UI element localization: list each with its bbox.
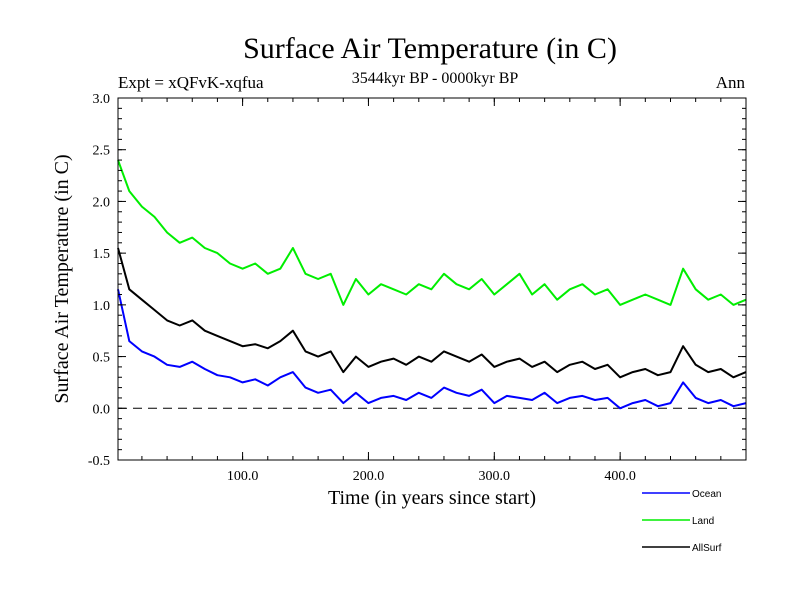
x-tick-label: 100.0 [227, 469, 259, 484]
y-tick-label: 3.0 [93, 92, 111, 107]
x-tick-label: 200.0 [353, 469, 385, 484]
season-label: Ann [716, 73, 746, 92]
y-tick-label: 1.5 [93, 247, 111, 262]
experiment-label: Expt = xQFvK-xqfua [118, 73, 264, 92]
x-axis-label: Time (in years since start) [328, 487, 536, 509]
legend-label-allsurf: AllSurf [692, 543, 722, 554]
legend-label-land: Land [692, 516, 714, 527]
plot-frame [117, 97, 747, 461]
legend: Ocean Land AllSurf [642, 489, 722, 554]
x-tick-label: 400.0 [604, 469, 636, 484]
axes: -0.5 0.0 0.5 1.0 1.5 2.0 2.5 3.0 100.0 200.0 300.0… [88, 92, 747, 484]
y-axis-label: Surface Air Temperature (in C) [51, 154, 73, 403]
series-line-ocean [117, 289, 747, 410]
y-tick-label: -0.5 [88, 454, 110, 469]
series-line-allsurf [117, 247, 747, 379]
chart-subtitle: 3544kyr BP - 0000kyr BP [352, 70, 519, 87]
y-tick-label: 2.5 [93, 144, 111, 159]
plot-area [117, 159, 747, 410]
y-tick-label: 0.0 [93, 402, 111, 417]
legend-label-ocean: Ocean [692, 489, 721, 500]
x-tick-label: 300.0 [479, 469, 511, 484]
y-tick-label: 0.5 [93, 351, 111, 366]
y-tick-label: 1.0 [93, 299, 111, 314]
chart-title: Surface Air Temperature (in C) [243, 32, 617, 65]
series-line-land [117, 159, 747, 306]
y-tick-label: 2.0 [93, 195, 111, 210]
